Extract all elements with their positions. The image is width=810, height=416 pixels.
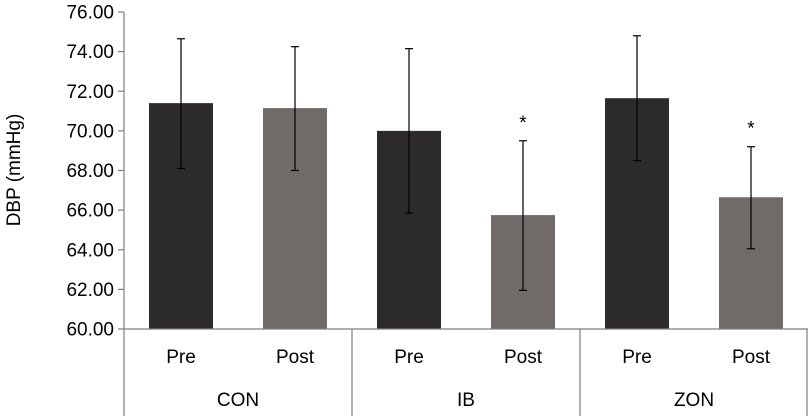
x-tick-label-condition: Post [276, 347, 315, 368]
y-tick-label: 64.00 [66, 240, 114, 261]
x-group-label: IB [457, 390, 475, 411]
x-tick-label-condition: Post [504, 347, 543, 368]
y-tick-label: 66.00 [66, 201, 114, 222]
y-axis-title: DBP (mmHg) [4, 114, 25, 227]
error-bars [177, 35, 755, 291]
x-group-label: ZON [674, 390, 714, 411]
y-tick-label: 62.00 [66, 280, 114, 301]
x-tick-label-condition: Post [732, 347, 771, 368]
x-group-label: CON [217, 390, 259, 411]
y-tick-label: 60.00 [66, 320, 114, 341]
y-tick-label: 72.00 [66, 82, 114, 103]
y-tick-label: 76.00 [66, 3, 114, 24]
significance-markers: * * [519, 113, 755, 140]
bars [149, 98, 783, 329]
x-tick-label-condition: Pre [622, 347, 652, 368]
significance-asterisk: * [747, 119, 755, 140]
x-axis: Pre Post CON Pre Post IB Pre Post ZON [123, 328, 808, 416]
x-tick-label-condition: Pre [394, 347, 424, 368]
y-tick-label: 74.00 [66, 42, 114, 63]
y-axis: 60.00 62.00 64.00 66.00 68.00 70.00 72.00 74.00… [66, 3, 125, 341]
x-tick-label-condition: Pre [166, 347, 196, 368]
y-tick-label: 68.00 [66, 161, 114, 182]
significance-asterisk: * [519, 113, 527, 134]
y-tick-label: 70.00 [66, 121, 114, 142]
